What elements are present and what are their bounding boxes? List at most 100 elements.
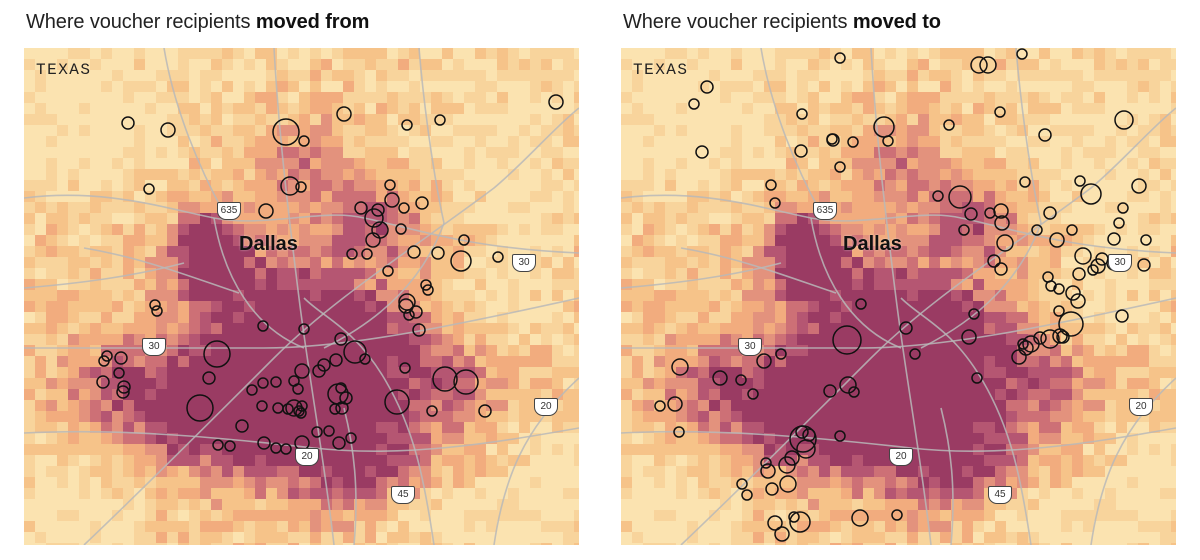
census-tract xyxy=(841,235,853,247)
census-tract xyxy=(255,455,267,467)
census-tract xyxy=(1160,257,1172,269)
census-tract xyxy=(874,59,886,71)
census-tract xyxy=(222,510,234,522)
census-tract xyxy=(1039,323,1051,335)
census-tract xyxy=(35,147,47,159)
census-tract xyxy=(321,158,333,170)
census-tract xyxy=(420,521,432,533)
census-tract xyxy=(321,92,333,104)
census-tract xyxy=(101,202,113,214)
census-tract xyxy=(101,455,113,467)
household-circle xyxy=(1058,311,1084,337)
census-tract xyxy=(863,466,875,478)
census-tract xyxy=(222,532,234,544)
census-tract xyxy=(563,400,575,412)
census-tract xyxy=(984,301,996,313)
census-tract xyxy=(676,510,688,522)
census-tract xyxy=(101,367,113,379)
census-tract xyxy=(442,389,454,401)
household-circle xyxy=(1117,202,1129,214)
census-tract xyxy=(797,532,809,544)
census-tract xyxy=(420,191,432,203)
household-circle xyxy=(1107,232,1121,246)
census-tract xyxy=(786,290,798,302)
census-tract xyxy=(519,356,531,368)
census-tract xyxy=(797,48,809,60)
census-tract xyxy=(519,246,531,258)
census-tract xyxy=(973,290,985,302)
census-tract xyxy=(222,59,234,71)
census-tract xyxy=(497,455,509,467)
census-tract xyxy=(1105,510,1117,522)
household-circle xyxy=(1056,330,1070,344)
census-tract xyxy=(841,510,853,522)
census-tract xyxy=(145,543,157,545)
census-tract xyxy=(1138,543,1150,545)
census-tract xyxy=(409,114,421,126)
census-tract xyxy=(819,477,831,489)
census-tract xyxy=(79,235,91,247)
census-tract xyxy=(563,334,575,346)
census-tract xyxy=(519,59,531,71)
census-tract xyxy=(1083,48,1095,60)
census-tract xyxy=(1028,70,1040,82)
census-tract xyxy=(687,59,699,71)
census-tract xyxy=(1039,169,1051,181)
census-tract xyxy=(753,378,765,390)
census-tract xyxy=(852,356,864,368)
census-tract xyxy=(1028,48,1040,60)
census-tract xyxy=(918,356,930,368)
census-tract xyxy=(299,532,311,544)
census-tract xyxy=(896,367,908,379)
census-tract xyxy=(962,422,974,434)
census-tract xyxy=(244,323,256,335)
census-tract xyxy=(742,499,754,511)
census-tract xyxy=(643,444,655,456)
census-tract xyxy=(112,290,124,302)
census-tract xyxy=(299,312,311,324)
household-circle xyxy=(359,353,371,365)
census-tract xyxy=(907,477,919,489)
census-tract xyxy=(134,290,146,302)
census-tract xyxy=(497,378,509,390)
census-tract xyxy=(112,147,124,159)
census-tract xyxy=(123,191,135,203)
census-tract xyxy=(1061,92,1073,104)
census-tract xyxy=(896,213,908,225)
census-tract xyxy=(398,477,410,489)
census-tract xyxy=(112,246,124,258)
census-tract xyxy=(178,59,190,71)
census-tract xyxy=(68,400,80,412)
census-tract xyxy=(1094,466,1106,478)
census-tract xyxy=(486,455,498,467)
census-tract xyxy=(343,477,355,489)
census-tract xyxy=(643,235,655,247)
census-tract xyxy=(563,367,575,379)
census-tract xyxy=(519,345,531,357)
census-tract xyxy=(1116,411,1128,423)
census-tract xyxy=(409,81,421,93)
census-tract xyxy=(57,125,69,137)
census-tract xyxy=(797,400,809,412)
census-tract xyxy=(244,532,256,544)
census-tract xyxy=(742,422,754,434)
census-tract xyxy=(1072,378,1084,390)
census-tract xyxy=(79,279,91,291)
census-tract xyxy=(1006,257,1018,269)
census-tract xyxy=(929,70,941,82)
census-tract xyxy=(1039,125,1051,137)
census-tract xyxy=(874,257,886,269)
census-tract xyxy=(808,334,820,346)
census-tract xyxy=(266,290,278,302)
census-tract xyxy=(643,59,655,71)
census-tract xyxy=(885,433,897,445)
census-tract xyxy=(123,92,135,104)
census-tract xyxy=(973,257,985,269)
census-tract xyxy=(244,290,256,302)
highway-shield: 635 xyxy=(217,202,241,220)
census-tract xyxy=(632,323,644,335)
census-tract xyxy=(420,356,432,368)
household-circle xyxy=(1113,217,1125,229)
highway-line xyxy=(83,247,240,294)
census-tract xyxy=(354,191,366,203)
